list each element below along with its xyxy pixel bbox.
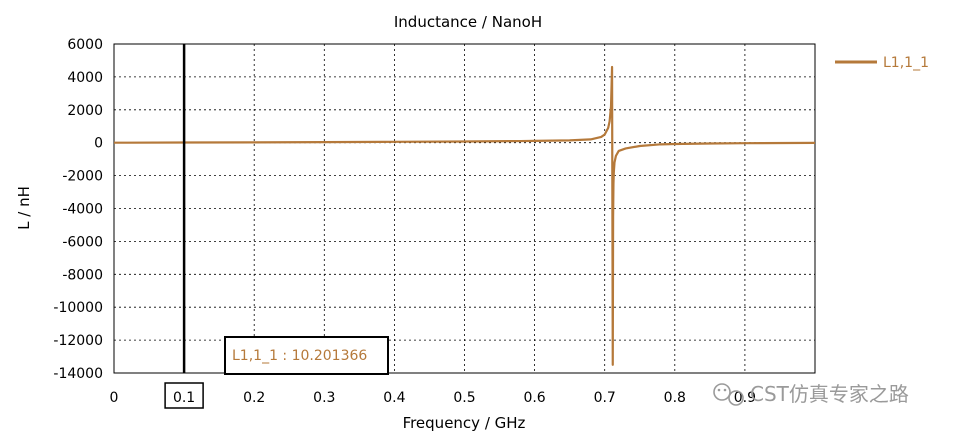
chart-title: Inductance / NanoH [394,13,542,31]
y-tick-label: -10000 [53,300,103,316]
x-tick-label: 0.8 [664,390,686,406]
marker-readout-box [224,336,389,375]
tick-labels: 0 0.1 0.2 0.3 0.4 0.5 0.6 0.7 0.8 0.9 6000 4000 2000… [53,37,756,406]
x-tick-label: 0.9 [734,390,756,406]
grid [114,44,816,373]
marker-x-box [164,382,204,409]
y-tick-label: 0 [94,136,103,152]
x-tick-label: 0.5 [453,390,475,406]
series-line-0 [114,65,815,366]
marker-readout-text: L1,1_1 : 10.201366 [232,348,367,364]
legend[interactable]: L1,1_1 [835,55,929,71]
x-tick-label: 0 [110,390,119,406]
x-tick-label: 0.2 [243,390,265,406]
y-tick-label: -4000 [62,202,103,218]
x-tick-label: 0.4 [383,390,405,406]
x-axis-label: Frequency / GHz [403,414,526,432]
x-tick-label: 0.1 [173,390,195,406]
x-tick-label: 0.3 [313,390,335,406]
watermark: CST仿真专家之路 [713,382,909,406]
plot-frame [113,43,816,374]
wechat-icon [713,383,744,406]
y-tick-label: -14000 [53,366,103,382]
y-tick-label: 4000 [67,70,103,86]
legend-label-l1-1-1: L1,1_1 [883,55,929,71]
y-tick-label: -8000 [62,267,103,283]
watermark-text: CST仿真专家之路 [750,382,909,406]
x-tick-label: 0.7 [594,390,616,406]
series-layer [114,65,815,366]
y-tick-label: -6000 [62,234,103,250]
y-axis-label: L / nH [15,186,33,230]
y-tick-label: 2000 [67,103,103,119]
y-tick-label: -2000 [62,169,103,185]
x-tick-label: 0.6 [523,390,545,406]
y-tick-label: 6000 [67,37,103,53]
y-tick-label: -12000 [53,333,103,349]
